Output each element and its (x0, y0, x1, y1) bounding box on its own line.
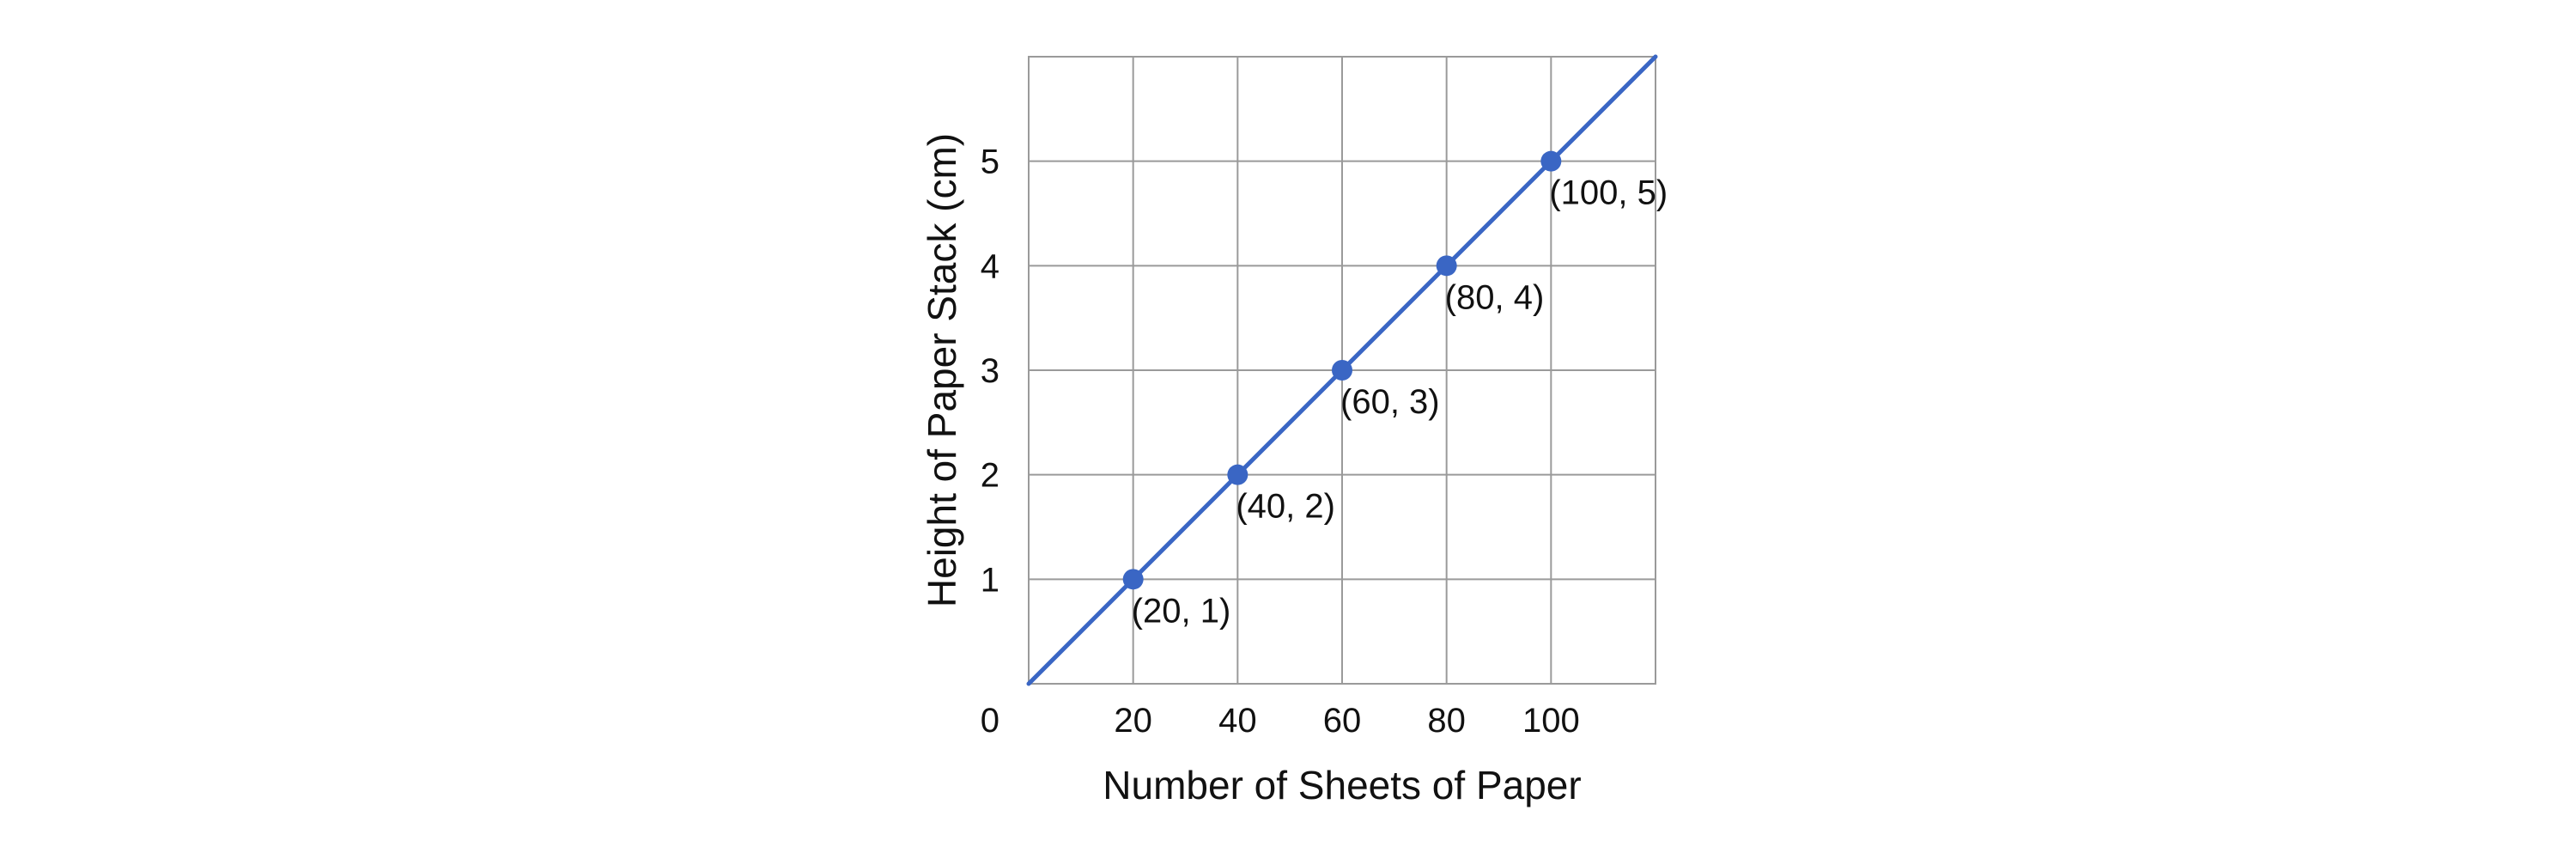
data-point (1436, 255, 1457, 277)
y-tick-label: 2 (981, 457, 999, 495)
data-points-group (1122, 150, 1562, 590)
point-label: (60, 3) (1340, 383, 1440, 421)
point-label: (40, 2) (1236, 488, 1335, 526)
x-tick-label: 20 (1114, 702, 1152, 740)
point-labels-group: (20, 1) (40, 2) (60, 3) (80, 4) (100, 5) (1132, 174, 1668, 631)
point-label: (80, 4) (1445, 278, 1545, 316)
y-tick-label: 5 (981, 143, 999, 181)
tick-labels-group: 0 20 40 60 80 100 1 2 3 4 5 (981, 143, 1580, 740)
data-point (1227, 464, 1249, 485)
y-tick-label: 4 (981, 247, 999, 285)
y-axis-title: Height of Paper Stack (cm) (920, 133, 964, 607)
data-point (1540, 150, 1562, 172)
x-tick-label: 40 (1218, 702, 1257, 740)
point-label: (20, 1) (1132, 592, 1231, 630)
x-axis-title: Number of Sheets of Paper (1103, 763, 1581, 807)
x-tick-label: 100 (1522, 702, 1580, 740)
data-point (1122, 569, 1144, 590)
plot-frame (1028, 56, 1656, 685)
origin-tick-label: 0 (981, 702, 999, 740)
x-tick-label: 80 (1427, 702, 1466, 740)
data-point (1332, 360, 1352, 381)
x-tick-label: 60 (1323, 702, 1362, 740)
y-tick-label: 3 (981, 352, 999, 390)
y-tick-label: 1 (981, 561, 999, 599)
point-label: (100, 5) (1549, 174, 1668, 212)
